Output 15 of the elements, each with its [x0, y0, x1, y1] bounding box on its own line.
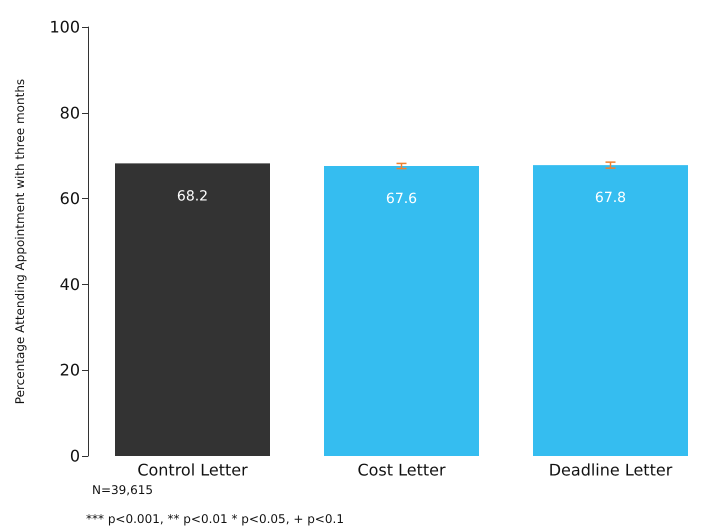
text: N=39,615 — [92, 483, 154, 497]
data-label: 67.6 — [386, 190, 418, 207]
y-tick-label: 0 — [70, 446, 80, 466]
y-tick-label: 60 — [60, 189, 80, 208]
data-label: 67.8 — [594, 190, 626, 206]
data-label: 68.2 — [176, 188, 208, 204]
x-tick-label: Cost Letter — [357, 460, 446, 480]
x-tick-label: Control Letter — [137, 460, 248, 480]
y-tick-label: 100 — [49, 18, 80, 36]
y-tick-label: 40 — [60, 274, 80, 294]
text: *** p<0.001, ** p<0.01 * p<0.05, + p<0.1 — [86, 512, 344, 526]
x-tick-label: Deadline Letter — [548, 460, 673, 480]
y-tick-label: 80 — [60, 103, 80, 122]
y-tick-label: 20 — [60, 360, 80, 380]
y-axis-title: Percentage Attending Appointment with three months — [13, 78, 27, 404]
